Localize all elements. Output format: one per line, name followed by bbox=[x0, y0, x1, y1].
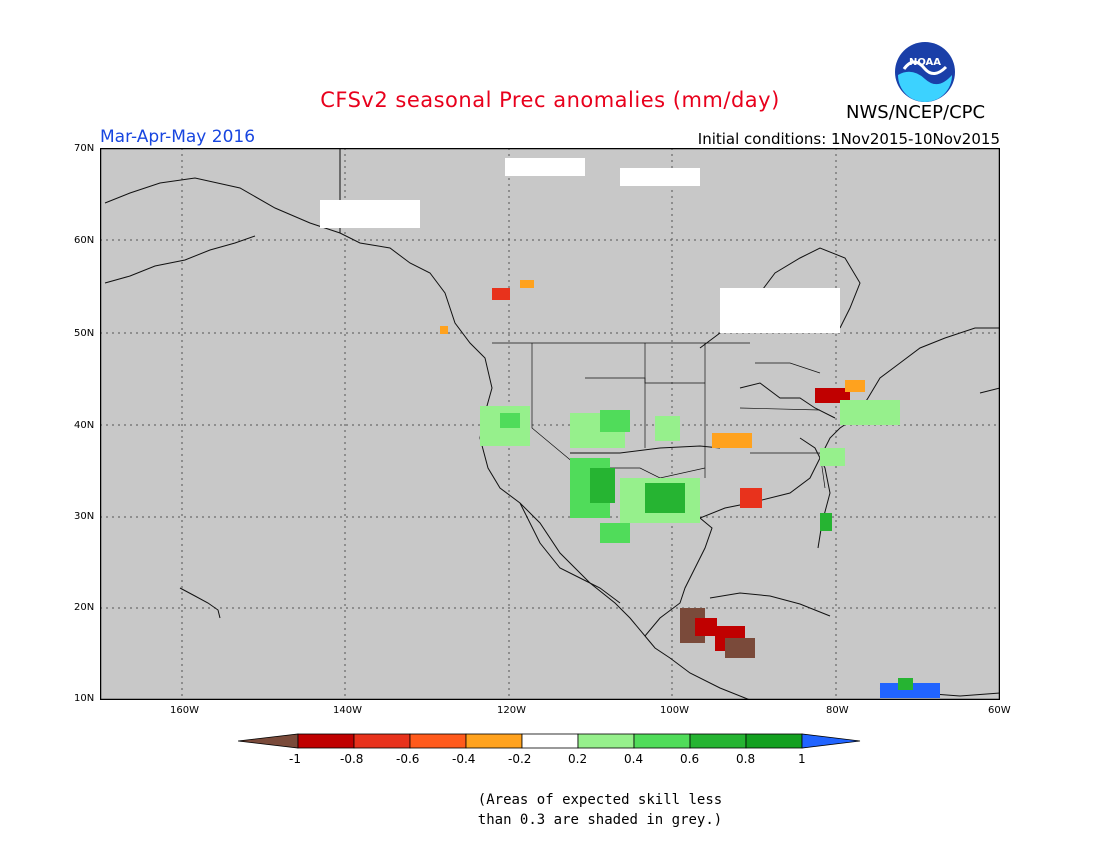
colorbar-bin bbox=[633, 733, 691, 749]
colorbar-label: 1 bbox=[798, 752, 806, 766]
lon-label-160w: 160W bbox=[170, 705, 199, 716]
colorbar-bin bbox=[465, 733, 523, 749]
colorbar-label: -0.2 bbox=[508, 752, 532, 766]
lat-label-30n: 30N bbox=[74, 511, 95, 522]
anomaly-shading bbox=[320, 158, 940, 698]
gridlines bbox=[100, 148, 1000, 700]
colorbar-bin bbox=[409, 733, 467, 749]
colorbar-label: -0.4 bbox=[452, 752, 476, 766]
colorbar-label: -1 bbox=[289, 752, 301, 766]
season-label: Mar-Apr-May 2016 bbox=[100, 127, 256, 147]
svg-text:NOAA: NOAA bbox=[909, 57, 941, 68]
lat-label-20n: 20N bbox=[74, 602, 95, 613]
colorbar-low-arrow bbox=[238, 733, 299, 749]
skill-note-line-2: than 0.3 are shaded in grey.) bbox=[477, 812, 723, 828]
lat-label-50n: 50N bbox=[74, 328, 95, 339]
lon-label-120w: 120W bbox=[497, 705, 526, 716]
colorbar-bin bbox=[353, 733, 411, 749]
map-frame bbox=[100, 148, 1000, 700]
lat-label-10n: 10N bbox=[74, 693, 95, 704]
lat-label-40n: 40N bbox=[74, 420, 95, 431]
colorbar-bin bbox=[521, 733, 579, 749]
colorbar-label: 0.2 bbox=[568, 752, 588, 766]
skill-note: (Areas of expected skill less than 0.3 a… bbox=[440, 790, 760, 830]
lon-label-60w: 60W bbox=[988, 705, 1011, 716]
lon-label-80w: 80W bbox=[826, 705, 849, 716]
noaa-logo-icon: NOAA bbox=[895, 42, 955, 102]
colorbar-label: 0.8 bbox=[736, 752, 756, 766]
lon-label-100w: 100W bbox=[660, 705, 689, 716]
colorbar-bin bbox=[689, 733, 747, 749]
colorbar-bin bbox=[297, 733, 355, 749]
agency-label: NWS/NCEP/CPC bbox=[846, 102, 986, 123]
colorbar-high-arrow bbox=[801, 733, 861, 749]
colorbar-label: 0.6 bbox=[680, 752, 700, 766]
colorbar-label: -0.6 bbox=[396, 752, 420, 766]
initial-conditions-label: Initial conditions: 1Nov2015-10Nov2015 bbox=[697, 130, 1000, 148]
skill-note-line-1: (Areas of expected skill less bbox=[477, 792, 723, 808]
colorbar-bin bbox=[745, 733, 803, 749]
precip-anomaly-map bbox=[100, 148, 1000, 700]
colorbar-label: -0.8 bbox=[340, 752, 364, 766]
lat-label-70n: 70N bbox=[74, 143, 95, 154]
lon-label-140w: 140W bbox=[333, 705, 362, 716]
lat-label-60n: 60N bbox=[74, 235, 95, 246]
colorbar-label: 0.4 bbox=[624, 752, 644, 766]
chart-title: CFSv2 seasonal Prec anomalies (mm/day) bbox=[320, 88, 780, 112]
colorbar-bin bbox=[577, 733, 635, 749]
colorbar bbox=[238, 733, 861, 749]
